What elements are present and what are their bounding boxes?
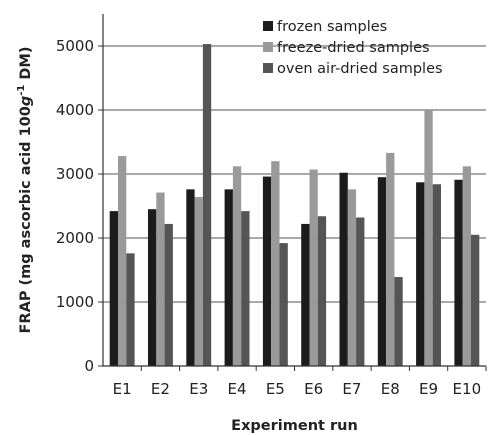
bar-e10-series-2 [462, 166, 471, 366]
y-ticks: 0 1000 2000 3000 4000 5000 [56, 37, 103, 375]
y-axis-title-unit: g [18, 96, 34, 106]
legend-label-3: oven air-dried samples [277, 61, 443, 77]
bar-e10-series-3 [471, 234, 480, 366]
x-tick-label-e8: E8 [381, 380, 400, 398]
x-tick-label-e1: E1 [113, 380, 132, 398]
legend-swatch-3 [263, 63, 273, 73]
bar-e1-series-1 [109, 211, 118, 366]
legend-label-2: freeze-dried samples [277, 40, 430, 56]
bar-e3-series-3 [202, 44, 212, 367]
bar-e1-series-2 [118, 156, 127, 366]
y-tick-label: 4000 [56, 101, 94, 119]
bar-e8-series-3 [394, 277, 403, 366]
y-axis-title-superscript: -1 [16, 85, 27, 96]
y-tick-label: 2000 [56, 229, 94, 247]
bar-e4-series-1 [224, 189, 233, 366]
x-tick-label-e2: E2 [151, 380, 170, 398]
bar-e2-series-3 [164, 223, 173, 366]
bar-e2-series-2 [156, 192, 165, 366]
y-axis-title: FRAP (mg ascorbic acid 100g-1 DM) [16, 47, 34, 334]
legend-swatch-2 [263, 42, 273, 52]
bar-e7-series-1 [339, 172, 348, 366]
bar-e7-series-2 [347, 189, 357, 366]
x-tick-label-e5: E5 [266, 380, 285, 398]
bar-e4-series-2 [232, 166, 242, 366]
x-tick-label-e6: E6 [304, 380, 323, 398]
legend-swatch-1 [263, 21, 273, 31]
bar-e8-series-2 [386, 152, 395, 366]
y-tick-label: 5000 [56, 37, 94, 55]
bar-e6-series-1 [301, 223, 310, 366]
bar-e10-series-1 [454, 179, 463, 366]
bar-e9-series-3 [432, 184, 441, 366]
x-tick-label-e4: E4 [228, 380, 247, 398]
bar-e5-series-1 [262, 176, 272, 366]
bar-e6-series-3 [317, 216, 327, 366]
y-tick-label: 1000 [56, 293, 94, 311]
legend-label-1: frozen samples [277, 19, 387, 35]
bar-e1-series-3 [126, 253, 135, 366]
x-tick-label-e10: E10 [453, 380, 482, 398]
bar-e3-series-2 [194, 197, 203, 366]
x-axis-title: Experiment run [231, 418, 358, 434]
bar-e3-series-1 [186, 189, 195, 366]
bar-e9-series-2 [424, 110, 433, 366]
y-tick-label: 3000 [56, 165, 94, 183]
bar-e9-series-1 [416, 182, 425, 366]
x-tick-label-e3: E3 [189, 380, 208, 398]
bar-e5-series-2 [271, 161, 280, 366]
x-tick-label-e7: E7 [342, 380, 361, 398]
bar-e6-series-2 [309, 169, 318, 366]
y-axis-title-main: FRAP (mg ascorbic acid 100 [18, 106, 34, 333]
y-tick-label: 0 [84, 357, 94, 375]
bar-e2-series-1 [148, 209, 157, 366]
y-axis-title-end: DM) [18, 47, 34, 85]
legend: frozen samples freeze-dried samples oven a… [263, 19, 443, 77]
x-tick-label-e9: E9 [419, 380, 438, 398]
bar-e7-series-3 [356, 217, 365, 366]
bars [109, 44, 480, 367]
bar-e4-series-3 [241, 211, 250, 366]
x-ticks: E1 E2 E3 E4 E5 E6 E7 E8 E9 E10 [113, 366, 487, 398]
bar-e5-series-3 [279, 243, 288, 366]
bar-e8-series-1 [377, 177, 387, 366]
